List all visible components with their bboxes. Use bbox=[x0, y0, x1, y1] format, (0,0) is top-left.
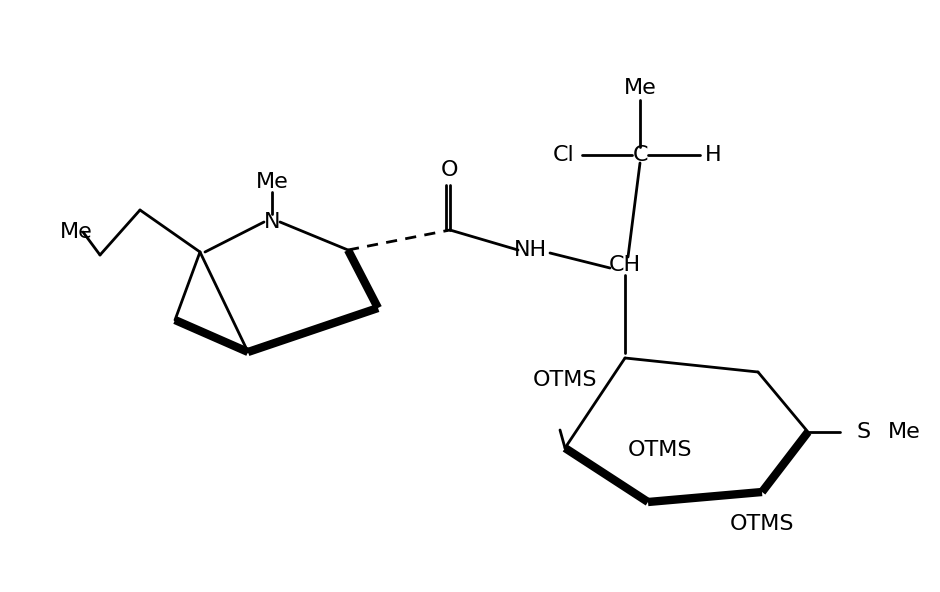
Text: Me: Me bbox=[623, 78, 656, 98]
Text: NH: NH bbox=[513, 240, 546, 260]
Text: Me: Me bbox=[256, 172, 289, 192]
Text: OTMS: OTMS bbox=[628, 440, 692, 460]
Text: CH: CH bbox=[609, 255, 641, 275]
Text: C: C bbox=[633, 145, 648, 165]
Text: Me: Me bbox=[888, 422, 921, 442]
Text: O: O bbox=[441, 160, 459, 180]
Text: H: H bbox=[705, 145, 722, 165]
Text: S: S bbox=[857, 422, 871, 442]
Text: N: N bbox=[264, 212, 280, 232]
Text: OTMS: OTMS bbox=[532, 370, 597, 390]
Text: Cl: Cl bbox=[554, 145, 575, 165]
Text: Me: Me bbox=[60, 222, 93, 242]
Text: OTMS: OTMS bbox=[729, 514, 794, 534]
